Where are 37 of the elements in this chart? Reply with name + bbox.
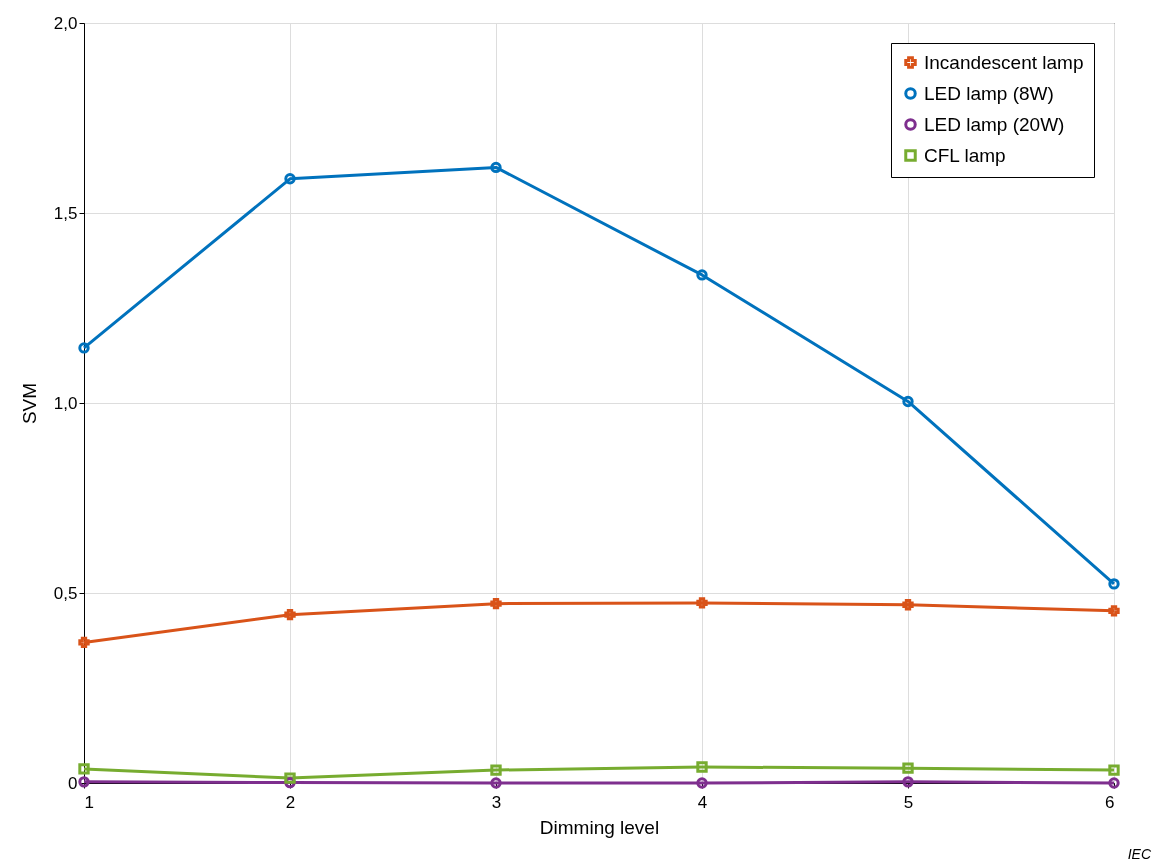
point — [902, 599, 914, 611]
y-tick-label: 0,5 — [53, 583, 78, 603]
point — [1108, 605, 1120, 617]
point — [490, 777, 502, 789]
point — [902, 776, 914, 788]
point — [284, 772, 296, 784]
x-tick-label: 3 — [491, 792, 502, 812]
point — [78, 763, 90, 775]
point — [902, 395, 914, 408]
point — [902, 762, 914, 774]
point — [1108, 764, 1120, 776]
y-tick-label: 1,0 — [53, 393, 78, 413]
legend-label: Incandescent lamp — [924, 51, 1084, 73]
legend-label: LED lamp (20W) — [924, 113, 1065, 135]
x-tick-label: 5 — [903, 792, 914, 812]
point — [78, 636, 90, 649]
point — [284, 608, 296, 621]
legend-label: LED lamp (8W) — [924, 82, 1054, 104]
point — [696, 269, 708, 281]
x-tick-label: 4 — [697, 792, 708, 812]
y-tick-label: 1,5 — [53, 203, 78, 223]
point — [696, 597, 708, 609]
point — [696, 777, 708, 789]
point — [696, 761, 708, 773]
point — [490, 597, 502, 610]
x-tick-label: 6 — [1105, 792, 1115, 812]
y-tick-label: 0 — [68, 773, 78, 793]
point — [490, 764, 502, 776]
x-axis-title: Dimming level — [539, 816, 660, 838]
x-tick-label: 2 — [285, 792, 296, 812]
point — [284, 173, 296, 185]
x-tick-label: 1 — [84, 792, 94, 812]
text: IEC — [1127, 846, 1151, 862]
y-axis-title: SVM — [18, 382, 40, 425]
y-tick-label: 2,0 — [53, 13, 78, 33]
legend-label: CFL lamp — [924, 144, 1006, 166]
point — [490, 161, 502, 174]
